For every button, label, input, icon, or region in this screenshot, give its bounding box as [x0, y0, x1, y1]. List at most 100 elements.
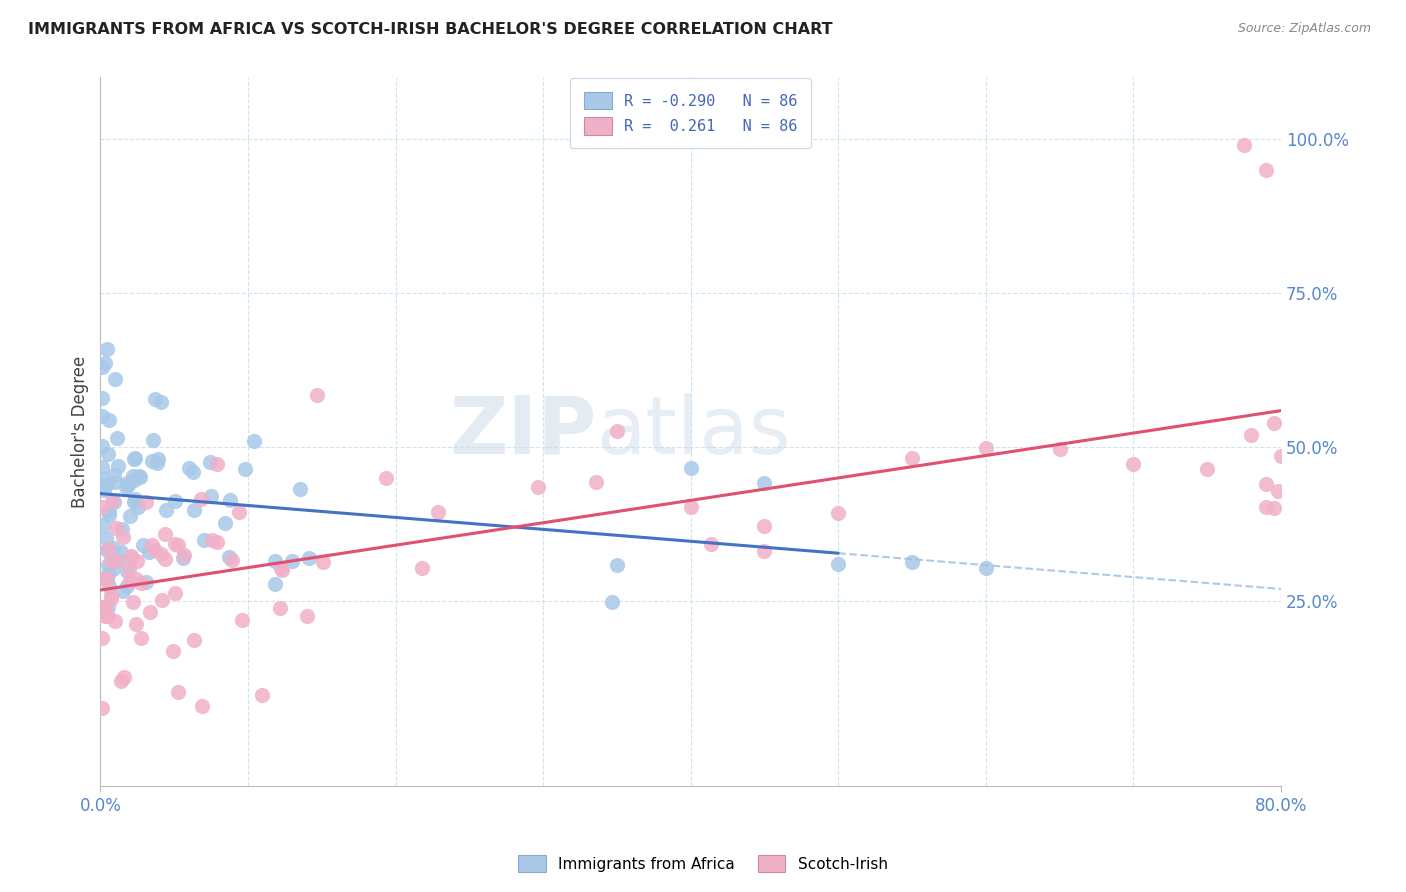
Point	[600, 594, 623, 608]
Point	[124, 492, 146, 507]
Point	[214, 516, 236, 531]
Point	[90, 500, 112, 515]
Point	[163, 494, 186, 508]
Point	[269, 601, 291, 615]
Point	[97, 599, 120, 614]
Point	[150, 394, 173, 409]
Point	[114, 479, 136, 493]
Point	[1049, 442, 1071, 456]
Point	[606, 558, 628, 572]
Point	[183, 633, 205, 648]
Point	[974, 441, 997, 455]
Point	[200, 533, 222, 548]
Point	[118, 508, 141, 523]
Point	[264, 577, 287, 591]
Point	[93, 572, 115, 586]
Point	[150, 548, 173, 562]
Point	[125, 572, 148, 586]
Point	[104, 372, 127, 386]
Point	[111, 523, 134, 537]
Point	[231, 613, 253, 627]
Point	[98, 508, 121, 522]
Point	[97, 558, 120, 573]
Point	[101, 494, 124, 508]
Point	[218, 492, 240, 507]
Point	[827, 506, 849, 520]
Point	[129, 470, 152, 484]
Point	[155, 503, 177, 517]
Point	[162, 644, 184, 658]
Point	[90, 391, 112, 405]
Point	[107, 553, 129, 567]
Point	[103, 467, 125, 482]
Point	[221, 553, 243, 567]
Point	[100, 589, 122, 603]
Y-axis label: Bachelor's Degree: Bachelor's Degree	[72, 356, 89, 508]
Point	[198, 455, 221, 469]
Point	[146, 456, 169, 470]
Point	[183, 503, 205, 517]
Point	[271, 563, 294, 577]
Point	[135, 574, 157, 589]
Point	[1263, 500, 1285, 515]
Point	[177, 461, 200, 475]
Point	[250, 688, 273, 702]
Point	[107, 459, 129, 474]
Point	[112, 670, 135, 684]
Point	[110, 673, 132, 688]
Point	[100, 548, 122, 562]
Point	[127, 500, 149, 514]
Point	[93, 476, 115, 491]
Point	[679, 460, 702, 475]
Point	[606, 425, 628, 439]
Point	[90, 360, 112, 375]
Point	[190, 699, 212, 714]
Point	[118, 574, 141, 588]
Text: atlas: atlas	[596, 392, 790, 471]
Point	[1256, 500, 1278, 514]
Point	[426, 505, 449, 519]
Point	[90, 631, 112, 645]
Point	[141, 453, 163, 467]
Point	[103, 495, 125, 509]
Point	[141, 538, 163, 552]
Point	[122, 595, 145, 609]
Point	[1122, 457, 1144, 471]
Point	[115, 564, 138, 578]
Point	[91, 439, 114, 453]
Point	[218, 549, 240, 564]
Point	[263, 554, 285, 568]
Point	[124, 450, 146, 465]
Point	[295, 608, 318, 623]
Point	[120, 549, 142, 564]
Legend: Immigrants from Africa, Scotch-Irish: Immigrants from Africa, Scotch-Irish	[510, 847, 896, 880]
Point	[90, 599, 112, 614]
Point	[207, 534, 229, 549]
Point	[125, 617, 148, 632]
Point	[122, 469, 145, 483]
Point	[104, 475, 127, 489]
Point	[93, 600, 115, 615]
Point	[104, 521, 127, 535]
Point	[135, 495, 157, 509]
Point	[827, 557, 849, 571]
Point	[1240, 428, 1263, 442]
Point	[305, 388, 328, 402]
Point	[94, 609, 117, 624]
Point	[173, 549, 195, 563]
Point	[527, 480, 550, 494]
Point	[94, 356, 117, 370]
Point	[155, 527, 177, 541]
Point	[100, 554, 122, 568]
Point	[585, 475, 607, 490]
Point	[298, 551, 321, 566]
Point	[193, 533, 215, 548]
Point	[288, 482, 311, 496]
Point	[166, 538, 188, 552]
Point	[96, 572, 118, 586]
Point	[122, 495, 145, 509]
Point	[1263, 416, 1285, 430]
Point	[200, 489, 222, 503]
Point	[243, 434, 266, 449]
Text: Source: ZipAtlas.com: Source: ZipAtlas.com	[1237, 22, 1371, 36]
